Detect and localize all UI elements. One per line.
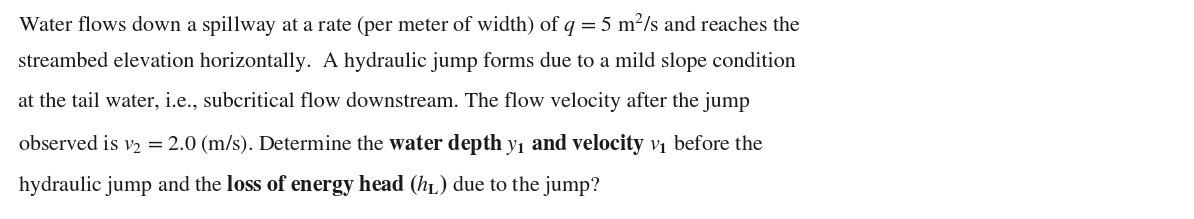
Text: at the tail water, i.e., subcritical flow downstream. The flow velocity after th: at the tail water, i.e., subcritical flo… bbox=[18, 92, 750, 112]
Text: Water flows down a spillway at a rate (per meter of width) of $q$ = 5 m$^2$/s an: Water flows down a spillway at a rate (p… bbox=[18, 12, 801, 39]
Text: observed is $v_2$ = 2.0 (m/s). Determine the $\mathbf{water\ depth\ }\mathbf{\ma: observed is $v_2$ = 2.0 (m/s). Determine… bbox=[18, 132, 763, 157]
Text: streambed elevation horizontally.  A hydraulic jump forms due to a mild slope co: streambed elevation horizontally. A hydr… bbox=[18, 52, 795, 72]
Text: hydraulic jump and the $\mathbf{loss\ of\ energy\ head\ (}\mathbf{\mathit{h}_L}\: hydraulic jump and the $\mathbf{loss\ of… bbox=[18, 172, 601, 198]
